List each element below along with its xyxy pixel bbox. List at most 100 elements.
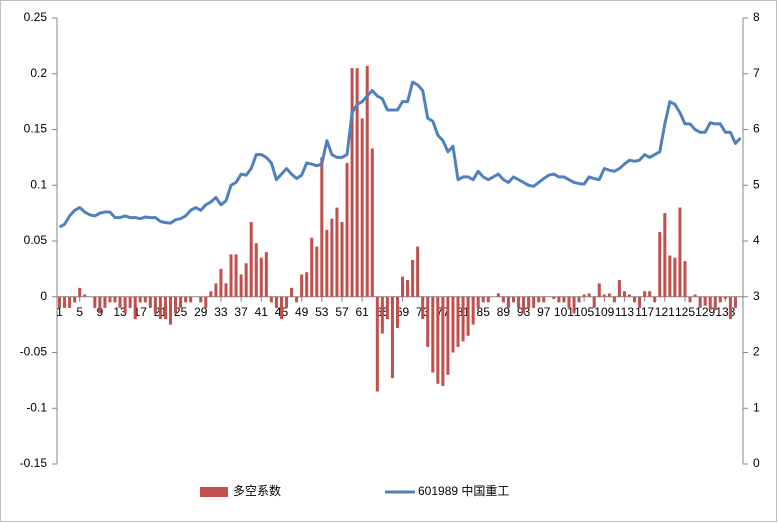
- x-tick-label: 129: [695, 305, 715, 319]
- y-tick-label: 0: [40, 289, 47, 303]
- bar: [380, 296, 384, 334]
- bar: [653, 296, 657, 303]
- x-tick-label: 101: [554, 305, 574, 319]
- y2-tick-label: 3: [753, 289, 760, 303]
- bar: [179, 296, 183, 308]
- bar: [138, 296, 142, 303]
- y2-tick-label: 8: [753, 10, 760, 24]
- bar: [471, 296, 475, 325]
- bar: [522, 296, 526, 314]
- bar: [728, 296, 732, 320]
- y2-tick-label: 6: [753, 122, 760, 136]
- bar: [597, 283, 601, 297]
- bar: [58, 296, 62, 308]
- bar: [68, 296, 72, 308]
- bar: [537, 296, 541, 303]
- bar: [668, 255, 672, 297]
- bar: [708, 296, 712, 311]
- bar: [496, 293, 500, 297]
- bar: [315, 246, 319, 297]
- legend-swatch: [200, 487, 228, 497]
- bar: [350, 68, 354, 297]
- x-tick-label: 29: [194, 305, 208, 319]
- y2-tick-label: 0: [753, 456, 760, 470]
- bar: [476, 296, 480, 308]
- x-tick-label: 17: [134, 305, 148, 319]
- y-tick-label: -0.15: [20, 456, 48, 470]
- bar: [713, 296, 717, 311]
- bar: [486, 296, 490, 303]
- y-tick-label: 0.2: [30, 66, 47, 80]
- x-tick-label: 97: [537, 305, 551, 319]
- bar: [355, 68, 359, 297]
- y-tick-label: -0.05: [20, 345, 48, 359]
- x-tick-label: 89: [497, 305, 511, 319]
- bar: [103, 296, 107, 308]
- bar: [310, 237, 314, 297]
- bar: [401, 276, 405, 297]
- bar: [582, 294, 586, 297]
- y-tick-label: 0.15: [24, 122, 48, 136]
- bar: [643, 291, 647, 297]
- bar: [627, 294, 632, 297]
- bar: [622, 291, 626, 297]
- bar: [300, 274, 304, 297]
- x-tick-label: 117: [635, 305, 654, 319]
- x-tick-label: 1: [56, 305, 63, 319]
- bar: [607, 293, 611, 297]
- bar: [406, 280, 410, 297]
- bar: [335, 207, 339, 297]
- bar: [199, 296, 203, 303]
- bar: [411, 259, 415, 297]
- bar: [562, 296, 566, 303]
- y2-tick-label: 1: [753, 400, 760, 414]
- bar: [390, 296, 394, 379]
- bar: [153, 296, 157, 314]
- bar: [552, 296, 556, 299]
- x-tick-label: 121: [655, 305, 675, 319]
- y2-tick-label: 5: [753, 177, 760, 191]
- bar: [527, 296, 531, 308]
- y-tick-label: 0.25: [24, 10, 48, 24]
- bar: [143, 296, 147, 303]
- x-tick-label: 33: [214, 305, 228, 319]
- bar: [501, 296, 505, 303]
- bar: [673, 257, 677, 297]
- bar: [436, 296, 440, 384]
- bar: [718, 296, 722, 303]
- bar: [612, 296, 616, 303]
- bar: [73, 296, 77, 303]
- bar: [345, 162, 349, 297]
- bar: [633, 296, 637, 303]
- line: [58, 80, 742, 229]
- legend-label: 601989 中国重工: [418, 483, 509, 498]
- bar: [461, 296, 465, 342]
- bar: [244, 263, 248, 297]
- bar: [431, 296, 435, 373]
- bar: [249, 222, 253, 297]
- bar: [360, 118, 364, 297]
- x-tick-label: 113: [615, 305, 634, 319]
- bar: [264, 252, 268, 297]
- y-tick-label: 0.05: [24, 233, 48, 247]
- bar: [204, 296, 208, 308]
- bar: [290, 287, 294, 297]
- bar: [189, 296, 193, 303]
- bar: [426, 296, 430, 347]
- bar: [517, 296, 521, 308]
- bar: [83, 294, 87, 297]
- x-tick-label: 85: [477, 305, 491, 319]
- bar: [532, 296, 536, 308]
- x-tick-label: 125: [675, 305, 695, 319]
- bar: [698, 296, 702, 308]
- bar: [421, 296, 425, 320]
- bar: [638, 296, 642, 308]
- bar: [511, 296, 516, 303]
- bar: [557, 296, 561, 303]
- bar: [295, 296, 299, 303]
- bar: [592, 296, 596, 308]
- bar: [683, 261, 687, 297]
- bar: [123, 296, 127, 314]
- bar: [93, 296, 97, 308]
